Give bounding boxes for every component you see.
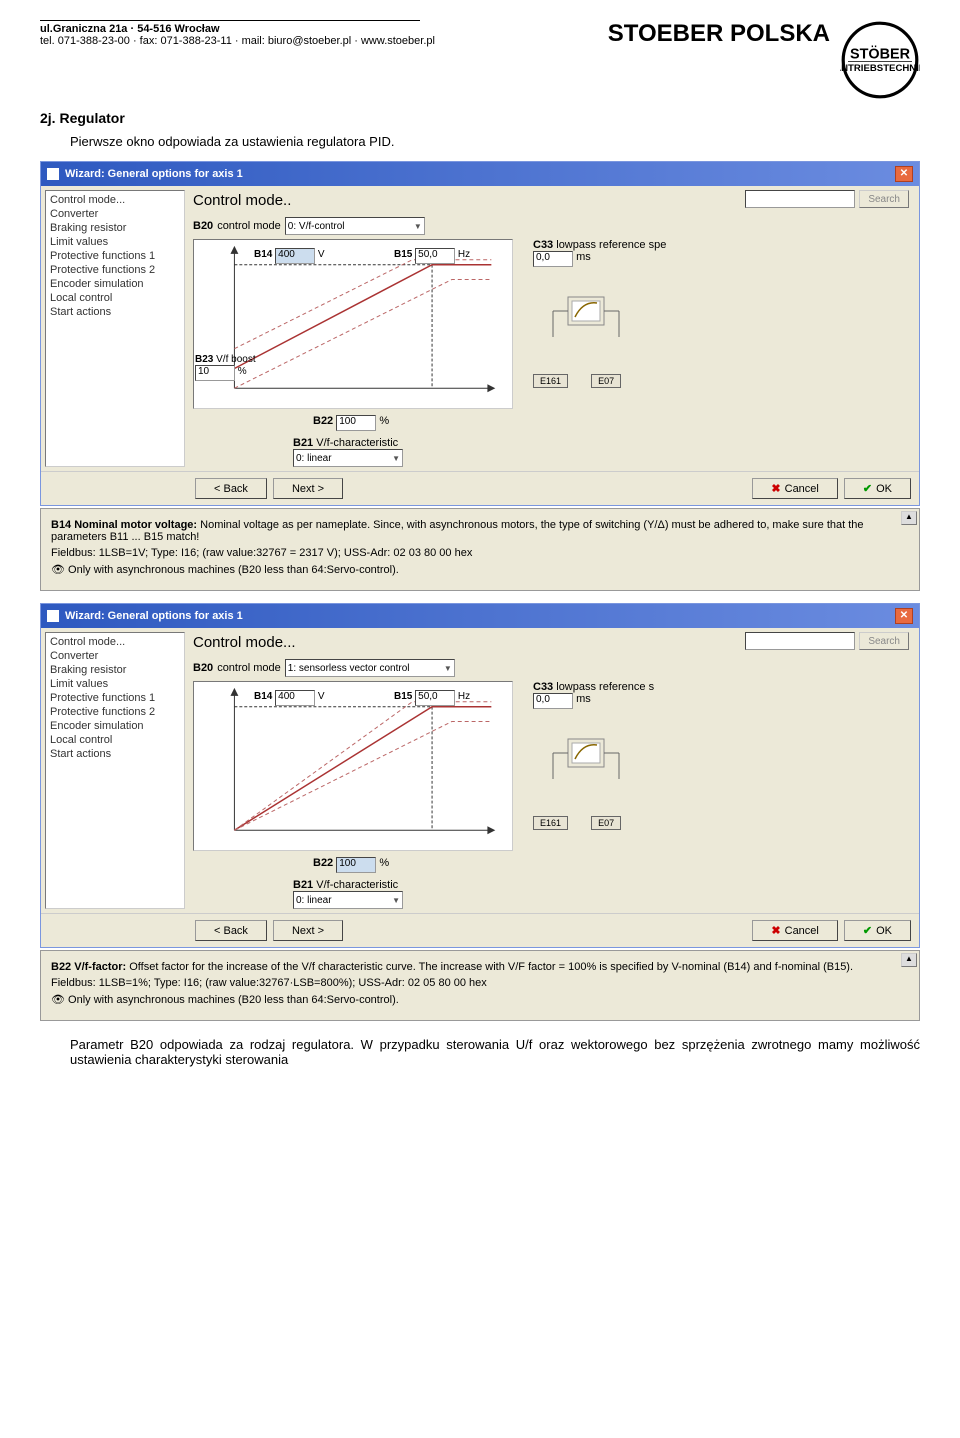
sidebar-item[interactable]: Encoder simulation — [48, 719, 182, 733]
b22-input[interactable]: 100 — [336, 415, 376, 431]
b22-input[interactable]: 100 — [336, 857, 376, 873]
header-address: ul.Graniczna 21a · 54-516 Wrocław — [40, 23, 608, 35]
b15-input[interactable]: 50,0 — [415, 248, 455, 264]
close-icon[interactable]: ✕ — [895, 608, 913, 624]
b20-dropdown[interactable]: 1: sensorless vector control▼ — [285, 659, 455, 677]
sidebar-item[interactable]: Converter — [48, 207, 182, 221]
sidebar-item[interactable]: Encoder simulation — [48, 277, 182, 291]
b20-label: B20 — [193, 662, 213, 674]
c33-input[interactable]: 0,0 — [533, 693, 573, 709]
sidebar-item[interactable]: Local control — [48, 291, 182, 305]
sidebar-item[interactable]: Start actions — [48, 747, 182, 761]
b20-label: B20 — [193, 220, 213, 232]
sidebar-item[interactable]: Local control — [48, 733, 182, 747]
company-name: STOEBER POLSKA — [608, 20, 830, 48]
b20-text: control mode — [217, 220, 281, 232]
sidebar: Control mode... Converter Braking resist… — [45, 632, 185, 909]
info-panel-1: ▲ B14 Nominal motor voltage: Nominal vol… — [40, 508, 920, 591]
next-button[interactable]: Next > — [273, 920, 343, 941]
b20-text: control mode — [217, 662, 281, 674]
title-bar: Wizard: General options for axis 1 ✕ — [41, 162, 919, 186]
search-input[interactable] — [745, 190, 855, 208]
b14-input[interactable]: 400 — [275, 248, 315, 264]
vf-chart: B14 400 V B15 50,0 Hz — [193, 681, 513, 851]
search-button[interactable]: Search — [859, 190, 909, 208]
sidebar-item[interactable]: Converter — [48, 649, 182, 663]
window-title: Wizard: General options for axis 1 — [65, 168, 243, 180]
e161-label: E161 — [533, 374, 568, 388]
sidebar-item[interactable]: Protective functions 1 — [48, 249, 182, 263]
svg-text:STÖBER: STÖBER — [850, 45, 911, 62]
window-title: Wizard: General options for axis 1 — [65, 610, 243, 622]
window-icon — [47, 168, 59, 180]
e07-label: E07 — [591, 374, 621, 388]
sidebar: Control mode... Converter Braking resist… — [45, 190, 185, 467]
cancel-button[interactable]: ✖Cancel — [752, 478, 837, 499]
close-icon[interactable]: ✕ — [895, 166, 913, 182]
b15-input[interactable]: 50,0 — [415, 690, 455, 706]
e161-label: E161 — [533, 816, 568, 830]
sidebar-item[interactable]: Protective functions 2 — [48, 705, 182, 719]
b14-input[interactable]: 400 — [275, 690, 315, 706]
sidebar-item[interactable]: Control mode... — [48, 193, 182, 207]
back-button[interactable]: < Back — [195, 478, 267, 499]
block-diagram-icon — [533, 287, 653, 347]
back-button[interactable]: < Back — [195, 920, 267, 941]
header-contact: tel. 071-388-23-00 · fax: 071-388-23-11 … — [40, 35, 608, 47]
stober-logo: STÖBER ANTRIEBSTECHNIK — [840, 20, 920, 100]
sidebar-item[interactable]: Limit values — [48, 677, 182, 691]
scroll-up-icon[interactable]: ▲ — [901, 953, 917, 967]
next-button[interactable]: Next > — [273, 478, 343, 499]
window-icon — [47, 610, 59, 622]
sidebar-item[interactable]: Control mode... — [48, 635, 182, 649]
svg-text:ANTRIEBSTECHNIK: ANTRIEBSTECHNIK — [840, 63, 920, 74]
sidebar-item[interactable]: Protective functions 1 — [48, 691, 182, 705]
scroll-up-icon[interactable]: ▲ — [901, 511, 917, 525]
e07-label: E07 — [591, 816, 621, 830]
b21-dropdown[interactable]: 0: linear▼ — [293, 891, 403, 909]
b23-input[interactable]: 10 — [195, 365, 235, 381]
section-number: 2j. Regulator — [40, 110, 920, 126]
sidebar-item[interactable]: Protective functions 2 — [48, 263, 182, 277]
info-panel-2: ▲ B22 V/f-factor: Offset factor for the … — [40, 950, 920, 1021]
block-diagram-icon — [533, 729, 653, 789]
ok-button[interactable]: ✔OK — [844, 478, 911, 499]
title-bar: Wizard: General options for axis 1 ✕ — [41, 604, 919, 628]
wizard-window-2: Wizard: General options for axis 1 ✕ Con… — [40, 603, 920, 948]
search-input[interactable] — [745, 632, 855, 650]
intro-text: Pierwsze okno odpowiada za ustawienia re… — [70, 134, 920, 149]
b21-dropdown[interactable]: 0: linear▼ — [293, 449, 403, 467]
sidebar-item[interactable]: Braking resistor — [48, 221, 182, 235]
sidebar-item[interactable]: Limit values — [48, 235, 182, 249]
cancel-button[interactable]: ✖Cancel — [752, 920, 837, 941]
sidebar-item[interactable]: Start actions — [48, 305, 182, 319]
wizard-window-1: Wizard: General options for axis 1 ✕ Con… — [40, 161, 920, 506]
c33-input[interactable]: 0,0 — [533, 251, 573, 267]
search-button[interactable]: Search — [859, 632, 909, 650]
b20-dropdown[interactable]: 0: V/f-control▼ — [285, 217, 425, 235]
ok-button[interactable]: ✔OK — [844, 920, 911, 941]
sidebar-item[interactable]: Braking resistor — [48, 663, 182, 677]
footer-text: Parametr B20 odpowiada za rodzaj regulat… — [70, 1037, 920, 1067]
vf-chart: B14 400 V B15 50,0 Hz — [193, 239, 513, 409]
